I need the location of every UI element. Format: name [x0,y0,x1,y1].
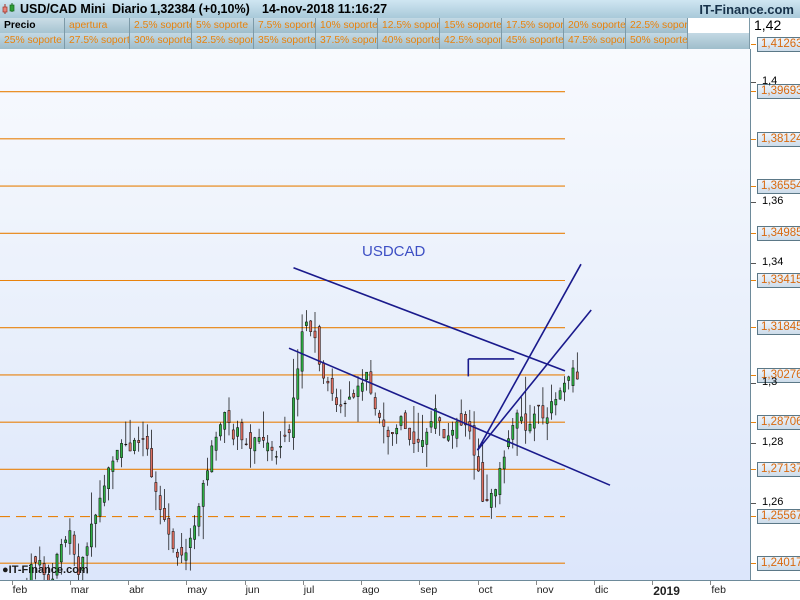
svg-text:USDCAD: USDCAD [362,243,426,260]
